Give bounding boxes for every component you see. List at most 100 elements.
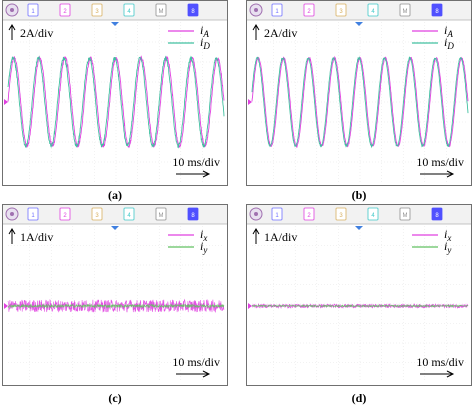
time-arrow-icon: [176, 170, 211, 178]
channel-bar: [3, 1, 227, 20]
scale-label: 1A/div: [264, 230, 297, 244]
scale-arrow-icon: [252, 228, 260, 244]
legend-label: ix: [200, 227, 207, 243]
channel-button-label: M: [403, 9, 408, 15]
channel-button-1[interactable]: 1: [271, 3, 283, 17]
channel-button-4[interactable]: 4: [367, 207, 379, 221]
channel-button-label: 8: [435, 213, 439, 219]
channel-button-8[interactable]: 8: [187, 3, 199, 17]
channel-button-M[interactable]: M: [399, 3, 411, 17]
channel-button-label: 8: [191, 213, 195, 219]
trigger-position-marker: [355, 22, 363, 26]
scale-arrow-icon: [8, 228, 16, 244]
channel-button-label: 8: [191, 9, 195, 15]
legend-label: ix: [444, 227, 451, 243]
trace-i_d: [251, 56, 469, 149]
ground-level-marker: [248, 99, 252, 105]
legend-label: iD: [444, 35, 454, 51]
channel-button-label: 4: [127, 213, 131, 219]
scale-label: 1A/div: [20, 230, 53, 244]
time-arrow-icon: [176, 370, 211, 378]
channel-button-label: 2: [63, 213, 67, 219]
channel-button-3[interactable]: 3: [91, 3, 103, 17]
channel-bar: [3, 205, 227, 224]
scope-panel-d: 1 2 3 4 M 8 1A/div ix iy 10 ms/div (d): [246, 204, 472, 407]
panel-caption: (b): [351, 188, 367, 202]
ground-level-marker: [4, 99, 8, 105]
channel-button-label: 4: [127, 9, 131, 15]
channel-button-1[interactable]: 1: [271, 207, 283, 221]
channel-button-label: 2: [307, 9, 311, 15]
scope-panel-b: 1 2 3 4 M 8 2A/div iA iD 10 ms/div (b): [246, 0, 472, 204]
channel-button-8[interactable]: 8: [187, 207, 199, 221]
channel-button-2[interactable]: 2: [59, 3, 71, 17]
channel-button-label: 1: [275, 9, 279, 15]
channel-button-label: 4: [371, 9, 375, 15]
channel-button-label: 3: [339, 9, 343, 15]
channel-button-label: 2: [63, 9, 67, 15]
legend-label: iA: [200, 23, 209, 39]
channel-button-8[interactable]: 8: [431, 207, 443, 221]
panel-caption: (c): [108, 391, 122, 405]
channel-button-label: 2: [307, 213, 311, 219]
channel-button-2[interactable]: 2: [59, 207, 71, 221]
scope-panel-c: 1 2 3 4 M 8 1A/div ix iy 10 ms/div (c): [2, 204, 228, 407]
channel-bar: [247, 205, 471, 224]
channel-button-3[interactable]: 3: [335, 3, 347, 17]
channel-button-1[interactable]: 1: [27, 3, 39, 17]
channel-button-8[interactable]: 8: [431, 3, 443, 17]
scope-grid: [252, 22, 468, 182]
trace-i_a: [251, 55, 469, 149]
legend-label: iy: [200, 239, 207, 255]
channel-button-2[interactable]: 2: [303, 207, 315, 221]
channel-button-label: 1: [31, 9, 35, 15]
channel-button-label: 8: [435, 9, 439, 15]
channel-button-M[interactable]: M: [155, 3, 167, 17]
channel-button-4[interactable]: 4: [123, 3, 135, 17]
scale-arrow-icon: [252, 24, 260, 40]
trace-i_y: [251, 304, 469, 308]
ground-level-marker: [248, 302, 252, 309]
trace-i_y: [7, 303, 225, 309]
time-label: 10 ms/div: [416, 355, 464, 369]
trigger-icon: [249, 3, 263, 17]
trigger-position-marker: [111, 226, 119, 230]
channel-button-label: 1: [31, 213, 35, 219]
channel-button-M[interactable]: M: [399, 207, 411, 221]
channel-button-label: M: [403, 213, 408, 219]
legend-label: iA: [444, 23, 453, 39]
scale-label: 2A/div: [20, 26, 53, 40]
channel-button-label: M: [159, 9, 164, 15]
channel-button-label: 3: [339, 213, 343, 219]
channel-button-4[interactable]: 4: [123, 207, 135, 221]
legend-label: iy: [444, 239, 451, 255]
scale-arrow-icon: [8, 24, 16, 40]
trigger-icon: [249, 207, 263, 221]
legend-label: iD: [200, 35, 210, 51]
scale-label: 2A/div: [264, 26, 297, 40]
time-label: 10 ms/div: [172, 355, 220, 369]
trace-i_d: [7, 55, 225, 149]
channel-bar: [247, 1, 471, 20]
channel-button-label: 3: [95, 9, 99, 15]
time-label: 10 ms/div: [416, 155, 464, 169]
channel-button-label: 4: [371, 213, 375, 219]
channel-button-3[interactable]: 3: [335, 207, 347, 221]
channel-button-label: M: [159, 213, 164, 219]
channel-button-label: 1: [275, 213, 279, 219]
channel-button-2[interactable]: 2: [303, 3, 315, 17]
time-arrow-icon: [420, 170, 455, 178]
ground-level-marker: [4, 302, 8, 309]
panel-caption: (a): [108, 188, 122, 202]
scope-panel-a: 1 2 3 4 M 8 2A/div iA iD 10 ms/div (a): [2, 0, 228, 204]
time-arrow-icon: [420, 370, 455, 378]
panel-caption: (d): [351, 391, 367, 405]
trigger-icon: [5, 3, 19, 17]
time-label: 10 ms/div: [172, 155, 220, 169]
channel-button-1[interactable]: 1: [27, 207, 39, 221]
channel-button-3[interactable]: 3: [91, 207, 103, 221]
channel-button-M[interactable]: M: [155, 207, 167, 221]
trigger-icon: [5, 207, 19, 221]
trigger-position-marker: [111, 22, 119, 26]
channel-button-4[interactable]: 4: [367, 3, 379, 17]
